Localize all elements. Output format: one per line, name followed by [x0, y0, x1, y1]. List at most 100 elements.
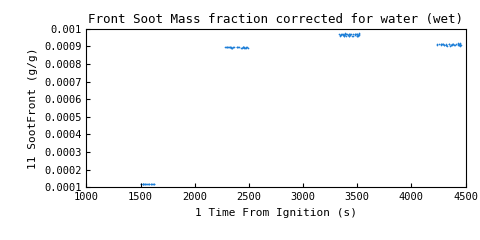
Point — [226, 45, 233, 49]
Point — [237, 46, 245, 49]
Point — [240, 46, 247, 49]
Point — [445, 42, 453, 46]
Point — [446, 44, 454, 48]
Point — [339, 33, 347, 37]
Point — [338, 32, 346, 36]
Point — [343, 32, 350, 36]
Point — [348, 34, 356, 38]
Point — [342, 33, 349, 36]
Point — [242, 46, 250, 50]
Point — [342, 34, 349, 38]
Point — [240, 45, 248, 49]
Point — [456, 43, 464, 47]
Point — [353, 34, 361, 38]
Point — [439, 42, 447, 46]
Point — [145, 182, 153, 186]
Point — [354, 33, 362, 37]
Point — [352, 32, 360, 36]
Point — [138, 182, 145, 186]
Point — [137, 182, 144, 186]
Point — [456, 43, 464, 47]
Point — [456, 44, 464, 48]
Point — [240, 46, 248, 49]
Point — [239, 45, 247, 49]
Point — [344, 33, 351, 37]
Point — [337, 32, 345, 36]
Point — [442, 43, 449, 47]
Point — [451, 43, 459, 47]
Point — [346, 34, 353, 38]
Point — [142, 182, 150, 186]
Point — [440, 42, 447, 46]
Point — [437, 42, 444, 46]
Point — [234, 45, 241, 49]
Point — [233, 46, 241, 49]
Point — [449, 42, 456, 46]
Point — [139, 182, 146, 186]
Point — [225, 45, 232, 49]
Point — [139, 182, 146, 186]
Point — [442, 43, 450, 47]
Title: Front Soot Mass fraction corrected for water (wet): Front Soot Mass fraction corrected for w… — [88, 13, 464, 26]
Point — [222, 45, 230, 49]
Point — [341, 32, 348, 36]
Point — [440, 43, 447, 47]
Point — [238, 46, 245, 49]
Point — [355, 33, 362, 37]
X-axis label: 1 Time From Ignition (s): 1 Time From Ignition (s) — [195, 208, 357, 218]
Point — [441, 43, 448, 47]
Point — [144, 182, 152, 186]
Point — [223, 45, 231, 49]
Point — [442, 43, 449, 47]
Point — [454, 42, 461, 45]
Point — [244, 46, 252, 50]
Point — [340, 34, 348, 38]
Point — [241, 46, 249, 50]
Point — [228, 46, 236, 49]
Point — [351, 32, 359, 36]
Y-axis label: 11 SootFront (g/g): 11 SootFront (g/g) — [28, 47, 38, 169]
Point — [221, 45, 229, 48]
Point — [355, 31, 363, 35]
Point — [230, 45, 238, 49]
Point — [435, 42, 443, 46]
Point — [228, 46, 236, 50]
Point — [433, 42, 441, 46]
Point — [349, 33, 357, 36]
Point — [354, 34, 362, 38]
Point — [150, 182, 158, 186]
Point — [147, 182, 155, 186]
Point — [143, 182, 151, 186]
Point — [139, 182, 147, 186]
Point — [355, 32, 363, 36]
Point — [226, 45, 233, 49]
Point — [337, 33, 345, 37]
Point — [346, 32, 353, 36]
Point — [447, 43, 455, 47]
Point — [243, 46, 251, 49]
Point — [433, 43, 441, 47]
Point — [456, 41, 464, 45]
Point — [145, 182, 153, 186]
Point — [228, 45, 235, 48]
Point — [456, 43, 463, 47]
Point — [339, 32, 347, 36]
Point — [439, 42, 446, 46]
Point — [457, 43, 465, 47]
Point — [443, 44, 451, 48]
Point — [141, 182, 149, 186]
Point — [340, 33, 348, 37]
Point — [342, 31, 349, 35]
Point — [346, 33, 354, 37]
Point — [454, 42, 461, 45]
Point — [345, 32, 353, 36]
Point — [449, 42, 456, 46]
Point — [454, 43, 461, 47]
Point — [349, 34, 357, 37]
Point — [148, 182, 156, 186]
Point — [456, 43, 463, 47]
Point — [341, 32, 349, 36]
Point — [340, 33, 348, 37]
Point — [354, 33, 361, 37]
Point — [139, 182, 147, 186]
